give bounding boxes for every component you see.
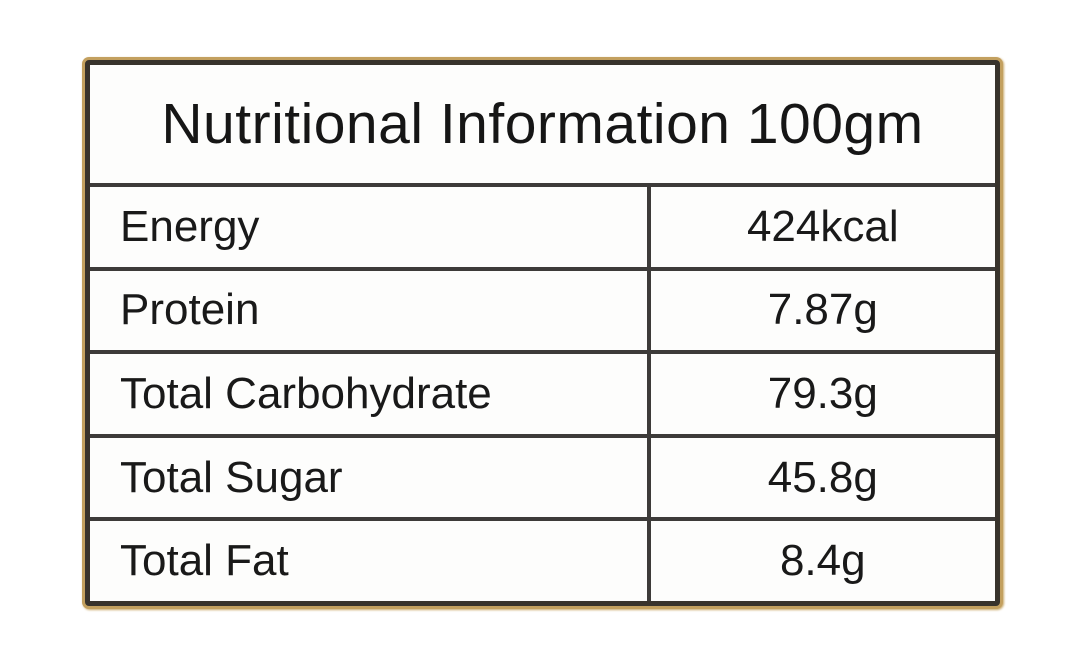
row-value: 79.3g xyxy=(646,354,995,434)
table-row: Protein 7.87g xyxy=(90,266,995,351)
table-row: Energy 424kcal xyxy=(90,183,995,267)
row-value: 8.4g xyxy=(646,521,995,601)
row-label: Total Carbohydrate xyxy=(120,368,492,418)
row-label: Total Fat xyxy=(120,536,289,586)
table-row: Total Sugar 45.8g xyxy=(90,433,995,518)
table-title: Nutritional Information 100gm xyxy=(161,92,924,156)
row-label: Energy xyxy=(120,201,260,251)
table-row: Total Carbohydrate 79.3g xyxy=(90,350,995,434)
row-label: Protein xyxy=(120,285,260,335)
nutrition-facts-table: Nutritional Information 100gm Energy 424… xyxy=(85,60,1000,606)
table-row: Total Fat 8.4g xyxy=(90,517,995,601)
row-value: 7.87g xyxy=(646,270,995,351)
row-value: 45.8g xyxy=(646,437,995,518)
row-label: Total Sugar xyxy=(120,452,343,502)
row-value: 424kcal xyxy=(646,187,995,267)
